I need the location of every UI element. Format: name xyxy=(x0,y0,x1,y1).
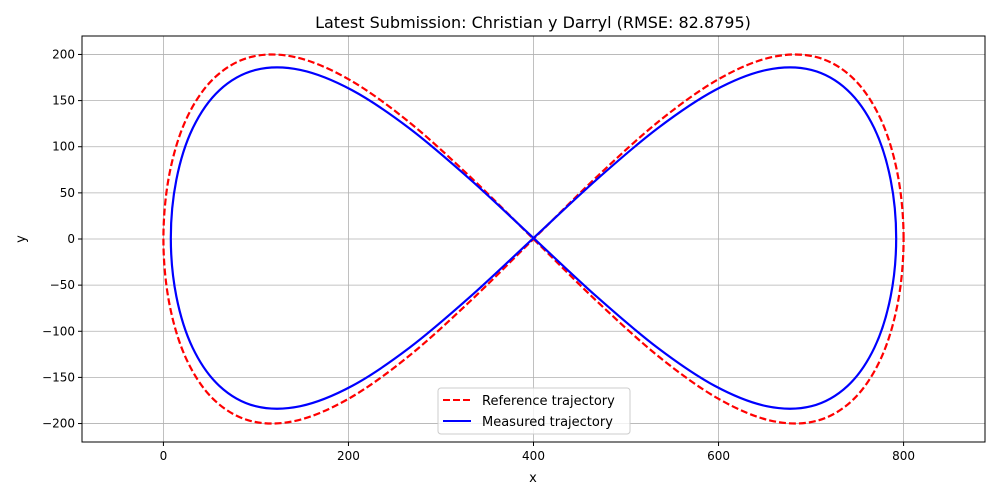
y-tick-label: −50 xyxy=(50,278,75,292)
x-tick-label: 800 xyxy=(892,449,915,463)
y-tick-label: 100 xyxy=(52,140,75,154)
legend: Reference trajectory Measured trajectory xyxy=(437,387,631,435)
y-tick-label: 50 xyxy=(60,186,75,200)
y-tick-label: 200 xyxy=(52,47,75,61)
measured-trajectory-line xyxy=(169,66,898,410)
legend-box xyxy=(437,387,631,435)
y-tick-label: 150 xyxy=(52,94,75,108)
legend-label-measured: Measured trajectory xyxy=(482,415,613,430)
y-tick-label: −150 xyxy=(42,370,75,384)
x-axis-label: x xyxy=(529,471,537,486)
reference-trajectory-line xyxy=(162,53,905,425)
x-tick-label: 400 xyxy=(522,449,545,463)
x-tick-label: 0 xyxy=(160,449,168,463)
x-tick-label: 200 xyxy=(337,449,360,463)
x-tick-label: 600 xyxy=(707,449,730,463)
y-tick-label: −200 xyxy=(42,417,75,431)
chart-title: Latest Submission: Christian y Darryl (R… xyxy=(315,13,751,32)
y-tick-label: −100 xyxy=(42,324,75,338)
y-axis-label: y xyxy=(14,235,29,243)
legend-label-reference: Reference trajectory xyxy=(482,394,615,409)
y-tick-label: 0 xyxy=(67,232,75,246)
series-group xyxy=(162,53,905,425)
ticks: 0 200 400 600 800 200 150 100 50 0 −50 −100 −150 −200 xyxy=(42,47,915,463)
